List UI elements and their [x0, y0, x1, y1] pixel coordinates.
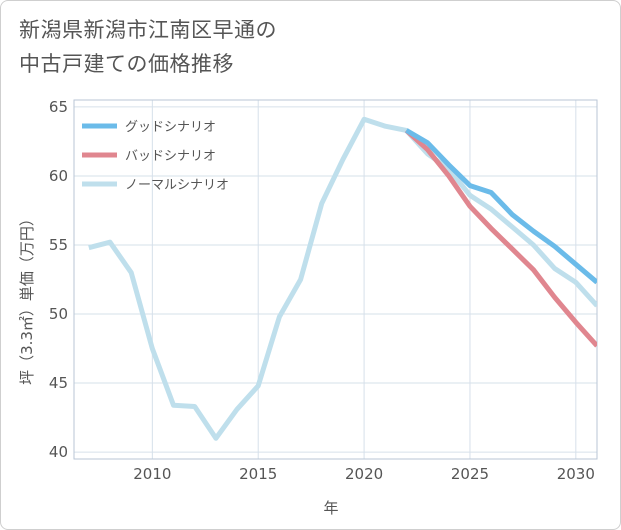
series-line-good	[405, 128, 597, 285]
x-axis-title: 年	[323, 499, 338, 517]
chart-title-line-1: 新潟県新潟市江南区早通の	[19, 18, 277, 42]
series-line-normal	[88, 116, 597, 441]
x-tick-label: 2025	[451, 465, 489, 483]
y-tick-label: 40	[49, 443, 68, 461]
chart-title-line-2: 中古戸建ての価格推移	[19, 52, 234, 76]
x-tick-label: 2015	[239, 465, 277, 483]
legend-label: グッドシナリオ	[125, 120, 216, 135]
y-axis-title: 坪（3.3㎡）単価（万円）	[18, 211, 36, 385]
x-axis-ticks: 2010 2015 2020 2025 2030	[133, 465, 595, 483]
x-tick-label: 2020	[345, 465, 383, 483]
grid-lines	[74, 100, 597, 459]
y-tick-label: 45	[49, 374, 68, 392]
y-tick-label: 50	[49, 305, 68, 323]
chart-title: 新潟県新潟市江南区早通の 中古戸建ての価格推移	[19, 13, 277, 81]
y-tick-label: 55	[49, 236, 68, 254]
series-line-bad	[404, 128, 597, 348]
y-tick-label: 60	[49, 167, 68, 185]
legend-label: ノーマルシナリオ	[125, 178, 229, 193]
y-axis-ticks: 40 45 50 55 60 65	[49, 98, 68, 461]
legend-label: バッドシナリオ	[125, 149, 216, 164]
x-tick-label: 2030	[557, 465, 595, 483]
x-tick-label: 2010	[133, 465, 171, 483]
series-lines	[88, 116, 597, 441]
y-tick-label: 65	[49, 98, 68, 116]
